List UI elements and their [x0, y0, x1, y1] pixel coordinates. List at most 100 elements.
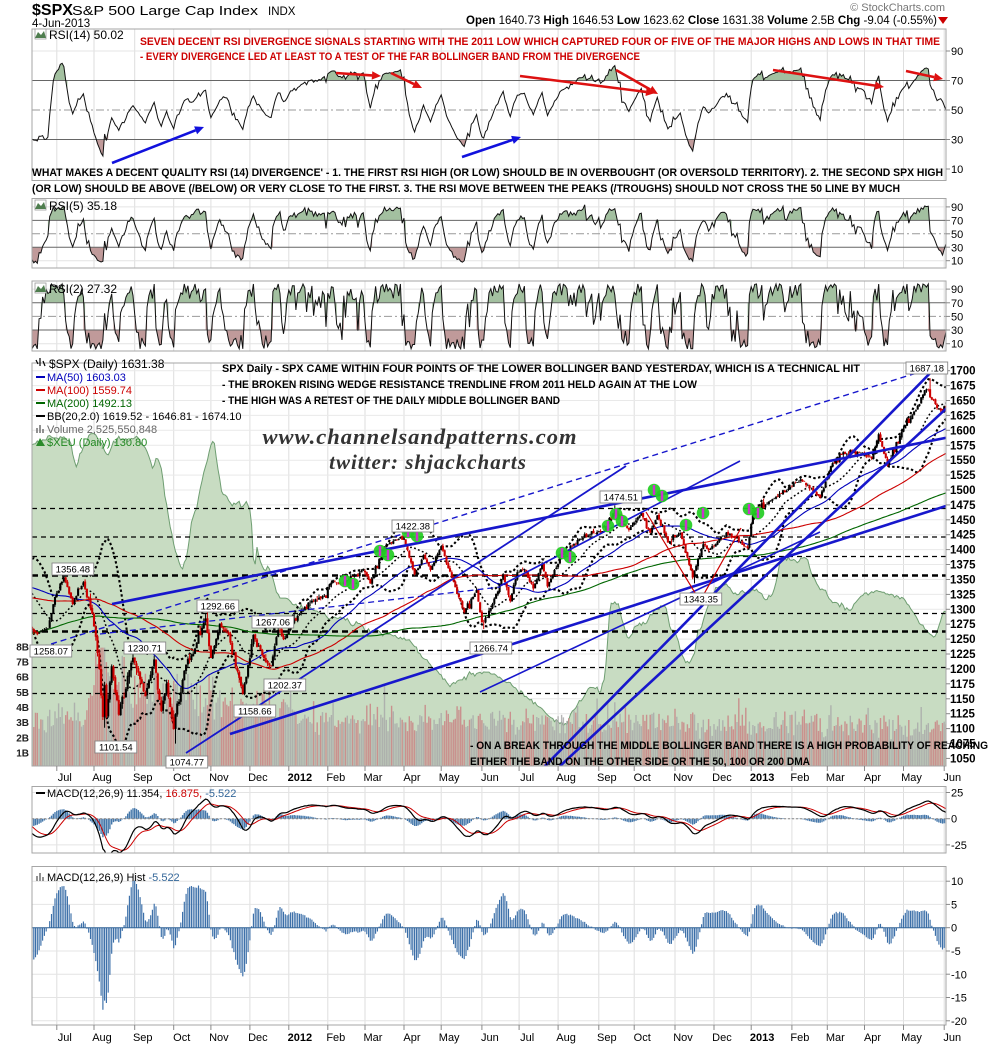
svg-text:2B: 2B	[16, 733, 29, 744]
svg-text:RSI(14) 50.02: RSI(14) 50.02	[49, 28, 124, 42]
svg-text:1525: 1525	[950, 470, 976, 482]
svg-text:7B: 7B	[16, 658, 29, 669]
svg-text:50: 50	[951, 105, 963, 117]
svg-text:MA(50) 1603.03: MA(50) 1603.03	[47, 372, 126, 384]
svg-text:-20: -20	[951, 1016, 967, 1028]
svg-text:May: May	[439, 772, 460, 784]
svg-text:1625: 1625	[950, 410, 976, 422]
svg-text:Sep: Sep	[597, 1032, 617, 1044]
svg-text:4-Jun-2013: 4-Jun-2013	[32, 18, 90, 30]
svg-text:Jul: Jul	[58, 772, 72, 784]
svg-text:1250: 1250	[950, 634, 976, 646]
svg-text:5: 5	[951, 899, 957, 911]
svg-text:www.channelsandpatterns.com: www.channelsandpatterns.com	[263, 424, 578, 449]
svg-text:10: 10	[951, 876, 963, 888]
svg-text:Sep: Sep	[597, 772, 617, 784]
svg-text:1675: 1675	[950, 381, 976, 393]
svg-text:$XEU (Daily) 130.80: $XEU (Daily) 130.80	[47, 437, 147, 449]
svg-text:May: May	[901, 772, 922, 784]
svg-text:0: 0	[951, 923, 957, 935]
svg-text:INDX: INDX	[268, 6, 296, 18]
svg-text:MA(200) 1492.13: MA(200) 1492.13	[47, 398, 132, 410]
svg-text:Aug: Aug	[92, 772, 112, 784]
svg-text:- THE BROKEN RISING WEDGE RESI: - THE BROKEN RISING WEDGE RESISTANCE TRE…	[222, 379, 698, 391]
svg-text:30: 30	[951, 135, 963, 147]
svg-text:1258.07: 1258.07	[34, 647, 68, 658]
svg-text:1100: 1100	[950, 724, 975, 736]
svg-text:1450: 1450	[950, 515, 976, 527]
svg-text:- ON A BREAK THROUGH THE MIDDL: - ON A BREAK THROUGH THE MIDDLE BOLLINGE…	[470, 740, 988, 752]
svg-text:1150: 1150	[950, 694, 975, 706]
svg-text:1074.77: 1074.77	[170, 758, 204, 769]
svg-text:1650: 1650	[950, 396, 976, 408]
svg-text:RSI(2) 27.32: RSI(2) 27.32	[49, 282, 117, 296]
svg-text:1125: 1125	[950, 709, 976, 721]
svg-text:1687.18: 1687.18	[910, 364, 944, 375]
svg-text:1350: 1350	[950, 574, 976, 586]
svg-text:BB(20,2.0) 1619.52 - 1646.81 -: BB(20,2.0) 1619.52 - 1646.81 - 1674.10	[47, 411, 241, 423]
svg-text:MACD(12,26,9) Hist -5.522: MACD(12,26,9) Hist -5.522	[47, 872, 180, 884]
svg-text:1175: 1175	[950, 679, 976, 691]
svg-text:Apr: Apr	[864, 1032, 881, 1044]
svg-text:Sep: Sep	[133, 1032, 153, 1044]
svg-text:Jul: Jul	[58, 1032, 72, 1044]
svg-text:90: 90	[951, 46, 963, 58]
svg-text:-25: -25	[951, 840, 967, 852]
svg-text:1266.74: 1266.74	[474, 644, 508, 655]
svg-text:- EVERY DIVERGENCE LED AT LEAS: - EVERY DIVERGENCE LED AT LEAST TO A TES…	[140, 51, 640, 63]
svg-text:(OR LOW) SHOULD BE ABOVE (/BEL: (OR LOW) SHOULD BE ABOVE (/BELOW) OR VER…	[32, 183, 900, 195]
svg-text:1158.66: 1158.66	[238, 707, 272, 718]
svg-text:30: 30	[951, 242, 963, 254]
svg-text:Open 1640.73 High 1646.53 Low: Open 1640.73 High 1646.53 Low 1623.62 Cl…	[466, 15, 937, 27]
svg-text:May: May	[439, 1032, 460, 1044]
svg-text:1325: 1325	[950, 589, 976, 601]
svg-text:1425: 1425	[950, 530, 976, 542]
svg-text:6B: 6B	[16, 673, 29, 684]
svg-text:twitter: shjackcharts: twitter: shjackcharts	[329, 450, 527, 474]
svg-text:$SPX: $SPX	[32, 2, 73, 19]
svg-text:1343.35: 1343.35	[684, 595, 718, 606]
svg-text:1050: 1050	[950, 753, 976, 765]
svg-text:Dec: Dec	[248, 772, 268, 784]
svg-text:70: 70	[951, 215, 963, 227]
svg-text:2013: 2013	[750, 772, 774, 784]
svg-text:4B: 4B	[16, 703, 29, 714]
svg-text:Mar: Mar	[826, 772, 845, 784]
svg-text:1300: 1300	[950, 604, 976, 616]
svg-text:3B: 3B	[16, 718, 29, 729]
svg-text:50: 50	[951, 229, 963, 241]
svg-text:10: 10	[951, 164, 963, 176]
svg-text:10: 10	[951, 256, 963, 268]
svg-text:© StockCharts.com: © StockCharts.com	[850, 2, 945, 14]
svg-text:Apr: Apr	[403, 1032, 420, 1044]
svg-text:$SPX (Daily) 1631.38: $SPX (Daily) 1631.38	[49, 357, 165, 371]
svg-text:1575: 1575	[950, 440, 976, 452]
svg-text:1474.51: 1474.51	[604, 493, 638, 504]
svg-text:Mar: Mar	[364, 772, 383, 784]
svg-text:1230.71: 1230.71	[128, 644, 162, 655]
svg-text:-10: -10	[951, 969, 967, 981]
svg-text:1101.54: 1101.54	[99, 743, 133, 754]
svg-text:Apr: Apr	[864, 772, 881, 784]
svg-text:0: 0	[951, 814, 957, 826]
svg-text:90: 90	[951, 284, 963, 296]
svg-text:Jun: Jun	[481, 1032, 499, 1044]
svg-text:Jul: Jul	[520, 1032, 534, 1044]
svg-text:Jun: Jun	[943, 1032, 961, 1044]
svg-text:Feb: Feb	[790, 1032, 809, 1044]
svg-text:2013: 2013	[750, 1032, 774, 1044]
svg-text:Jun: Jun	[481, 772, 499, 784]
svg-text:1075: 1075	[950, 738, 976, 750]
svg-text:Mar: Mar	[364, 1032, 383, 1044]
svg-text:1400: 1400	[950, 545, 976, 557]
svg-text:Aug: Aug	[556, 1032, 576, 1044]
svg-text:Aug: Aug	[92, 1032, 112, 1044]
svg-text:Dec: Dec	[712, 772, 732, 784]
svg-text:Apr: Apr	[403, 772, 420, 784]
svg-text:MACD(12,26,9) 11.354, 16.875,: MACD(12,26,9) 11.354, 16.875, -5.522	[47, 788, 236, 800]
svg-text:1267.06: 1267.06	[256, 618, 290, 629]
svg-text:25: 25	[951, 788, 963, 800]
svg-text:RSI(5) 35.18: RSI(5) 35.18	[49, 199, 117, 213]
svg-text:Feb: Feb	[790, 772, 809, 784]
svg-text:10: 10	[951, 339, 963, 351]
